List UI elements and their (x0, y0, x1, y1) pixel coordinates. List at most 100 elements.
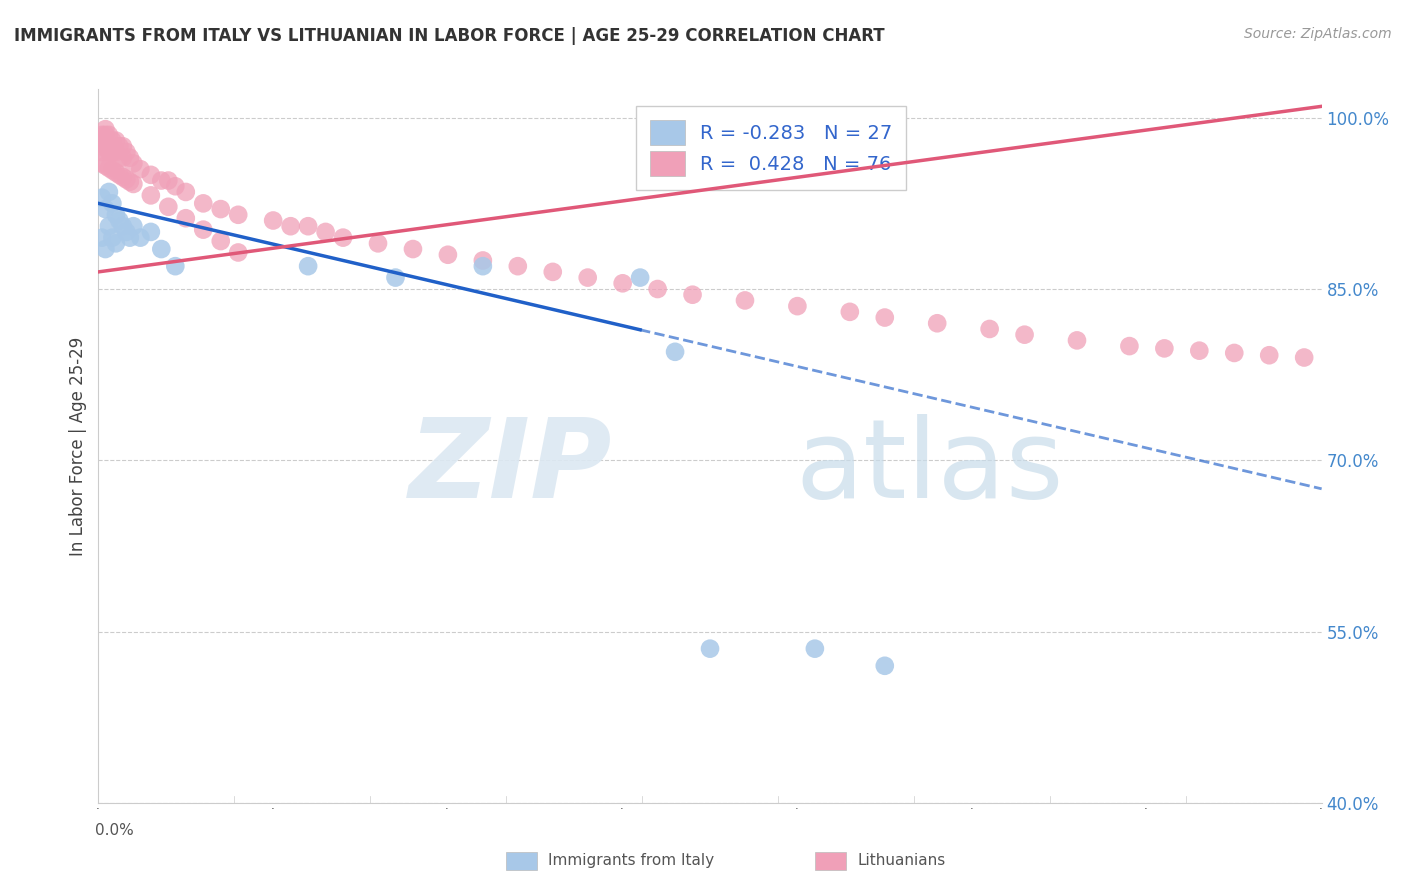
Point (786, 299, 808, 313)
Point (506, 259, 529, 273)
Point (1153, 342, 1175, 356)
Point (90, 230, 112, 244)
Point (104, 145, 127, 159)
Point (139, 188, 162, 202)
Point (108, 213, 131, 227)
Point (97, 145, 120, 159)
Point (111, 219, 134, 234)
Point (111, 139, 134, 153)
Point (97, 161, 120, 175)
Point (628, 270, 651, 285)
Point (118, 175, 141, 189)
Point (157, 173, 180, 187)
Text: IMMIGRANTS FROM ITALY VS LITHUANIAN IN LABOR FORCE | AGE 25-29 CORRELATION CHART: IMMIGRANTS FROM ITALY VS LITHUANIAN IN L… (14, 27, 884, 45)
Point (471, 259, 494, 273)
Point (94, 202, 117, 216)
Point (94, 128, 117, 142)
Point (209, 202, 232, 216)
Point (97, 139, 120, 153)
Point (94, 122, 117, 136)
Point (139, 168, 162, 182)
Point (101, 196, 124, 211)
Point (193, 222, 215, 236)
Point (90, 134, 112, 148)
Legend: R = -0.283   N = 27, R =  0.428   N = 76: R = -0.283 N = 27, R = 0.428 N = 76 (636, 106, 907, 190)
Point (804, 641, 827, 656)
Text: Immigrants from Italy: Immigrants from Italy (548, 854, 714, 868)
Point (97, 185, 120, 199)
Point (647, 282, 669, 296)
Point (129, 230, 152, 244)
Point (174, 211, 197, 226)
Point (97, 219, 120, 234)
Point (664, 344, 686, 359)
Point (734, 293, 756, 308)
Point (111, 151, 134, 165)
Point (1258, 348, 1281, 362)
Point (94, 159, 117, 173)
Text: 0.0%: 0.0% (96, 823, 134, 838)
Point (873, 658, 896, 673)
Point (108, 139, 131, 153)
Point (541, 265, 564, 279)
Point (115, 172, 138, 186)
Point (94, 242, 117, 256)
Point (612, 277, 634, 291)
Point (150, 242, 173, 256)
Point (122, 156, 145, 170)
Point (384, 270, 406, 285)
Point (297, 259, 319, 273)
Point (101, 230, 124, 244)
Point (1223, 346, 1246, 360)
Point (104, 208, 127, 222)
Point (226, 245, 249, 260)
Text: atlas: atlas (796, 414, 1064, 521)
Point (873, 310, 896, 325)
Point (193, 196, 215, 211)
Point (367, 236, 389, 251)
Point (90, 139, 112, 153)
Point (979, 322, 1001, 336)
Point (108, 151, 131, 165)
Point (129, 162, 152, 177)
Point (471, 253, 494, 268)
Point (174, 185, 197, 199)
Point (108, 168, 131, 182)
Point (101, 134, 124, 148)
Point (699, 641, 721, 656)
Point (104, 236, 127, 251)
Point (94, 139, 117, 153)
Point (97, 128, 120, 142)
Point (1188, 343, 1211, 358)
Point (402, 242, 425, 256)
Point (115, 225, 138, 239)
Point (297, 219, 319, 234)
Point (90, 191, 112, 205)
Point (101, 145, 124, 159)
Text: Source: ZipAtlas.com: Source: ZipAtlas.com (1244, 27, 1392, 41)
Text: ZIP: ZIP (409, 414, 612, 521)
Point (139, 225, 162, 239)
Point (1014, 327, 1036, 342)
Point (150, 173, 173, 187)
Point (682, 287, 704, 301)
Point (90, 145, 112, 159)
Point (118, 151, 141, 165)
Point (111, 170, 134, 185)
Point (122, 219, 145, 234)
Point (1118, 339, 1140, 353)
Point (104, 165, 127, 179)
Point (838, 305, 860, 319)
Point (104, 134, 127, 148)
Point (315, 225, 337, 239)
Point (280, 219, 302, 234)
Point (1327, 352, 1350, 367)
Point (576, 270, 599, 285)
Point (165, 179, 187, 194)
Point (1066, 334, 1088, 348)
Point (437, 248, 460, 262)
Point (332, 230, 354, 244)
Point (90, 128, 112, 142)
Y-axis label: In Labor Force | Age 25-29: In Labor Force | Age 25-29 (69, 336, 87, 556)
Point (118, 230, 141, 244)
